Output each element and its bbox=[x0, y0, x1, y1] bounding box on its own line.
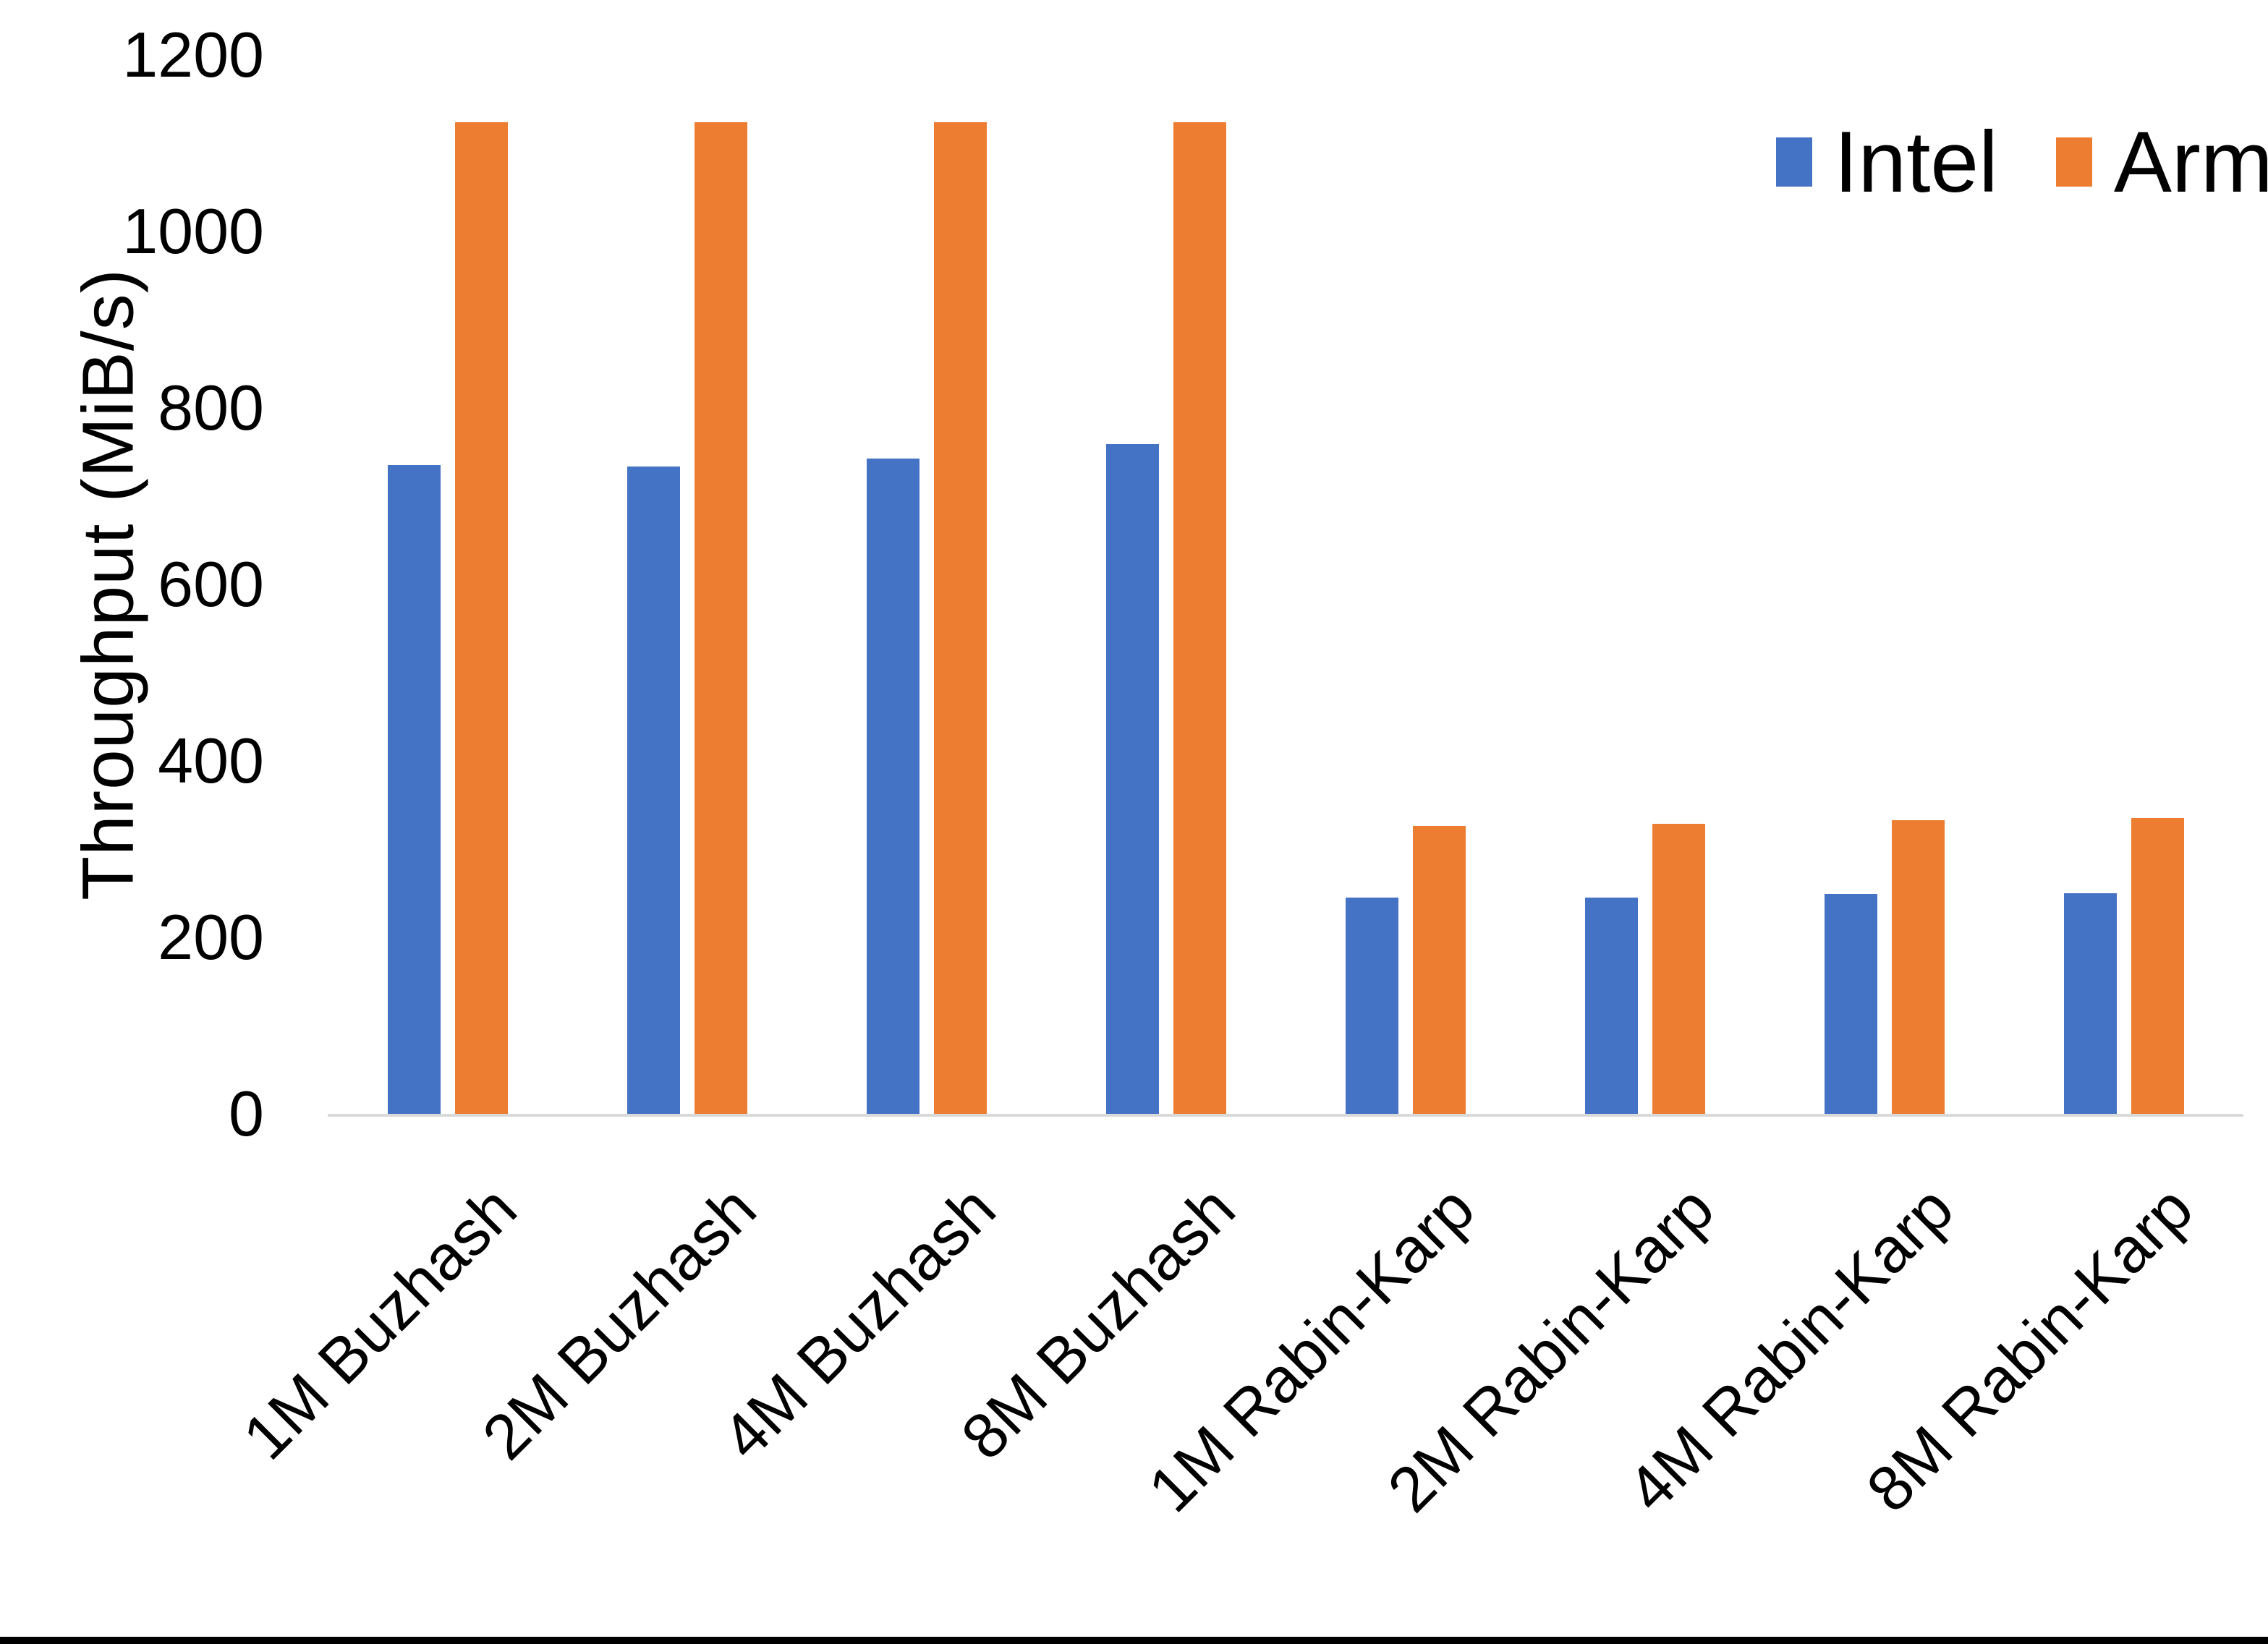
bar-arm-8m-rabin-karp bbox=[2131, 818, 2184, 1114]
arm-series-swatch bbox=[2055, 137, 2092, 187]
legend-label-arm: Arm bbox=[2113, 114, 2268, 210]
bar-intel-8m-buzhash bbox=[1106, 444, 1159, 1114]
y-tick-label-1000: 1000 bbox=[122, 195, 264, 267]
x-label-1m-buzhash: 1M Buzhash bbox=[229, 1172, 530, 1473]
bar-intel-2m-rabin-karp bbox=[1585, 898, 1638, 1114]
bar-arm-1m-rabin-karp bbox=[1413, 826, 1466, 1114]
bar-intel-1m-rabin-karp bbox=[1346, 898, 1398, 1114]
bar-arm-2m-rabin-karp bbox=[1652, 824, 1705, 1114]
bar-intel-8m-rabin-karp bbox=[2064, 893, 2117, 1114]
bar-intel-4m-buzhash bbox=[867, 459, 919, 1114]
y-tick-label-600: 600 bbox=[158, 548, 264, 620]
y-tick-label-1200: 1200 bbox=[122, 19, 264, 90]
y-tick-label-800: 800 bbox=[158, 372, 264, 443]
legend: Intel Arm bbox=[1776, 114, 2268, 210]
bar-intel-1m-buzhash bbox=[388, 465, 441, 1114]
plot-area bbox=[328, 55, 2243, 1114]
bar-intel-2m-buzhash bbox=[627, 467, 680, 1114]
legend-item-intel: Intel bbox=[1776, 119, 1998, 205]
bottom-border-bar bbox=[0, 1637, 2268, 1644]
legend-item-arm: Arm bbox=[2055, 114, 2268, 210]
bar-intel-4m-rabin-karp bbox=[1825, 894, 1877, 1114]
bar-arm-4m-rabin-karp bbox=[1892, 820, 1945, 1114]
bar-arm-1m-buzhash bbox=[455, 122, 508, 1114]
bar-arm-4m-buzhash bbox=[934, 122, 987, 1114]
bar-arm-2m-buzhash bbox=[695, 122, 747, 1114]
bar-arm-8m-buzhash bbox=[1173, 122, 1226, 1114]
y-tick-label-400: 400 bbox=[158, 725, 264, 796]
y-tick-label-0: 0 bbox=[229, 1078, 264, 1149]
legend-label-intel: Intel bbox=[1834, 114, 1998, 210]
intel-series-swatch bbox=[1776, 137, 1812, 187]
y-tick-label-200: 200 bbox=[158, 901, 264, 973]
x-axis-line bbox=[328, 1114, 2243, 1117]
